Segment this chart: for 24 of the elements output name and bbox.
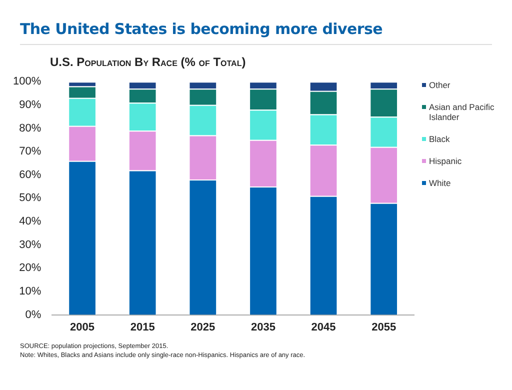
y-tick-label: 20% <box>19 262 42 274</box>
y-tick-label: 60% <box>19 168 42 181</box>
legend-label: Asian and Pacific Islander <box>429 102 496 122</box>
y-tick-label: 80% <box>19 122 42 134</box>
y-tick-label: 40% <box>19 216 42 228</box>
legend-label: Hispanic <box>429 156 462 166</box>
chart-title: The United States is becoming more diverse <box>20 20 382 38</box>
y-tick-label: 10% <box>19 286 42 298</box>
chart-subtitle: U.S. Population By Race (% of Total) <box>50 55 246 69</box>
y-tick-label: 30% <box>19 238 42 251</box>
y-tick-label: 100% <box>12 76 42 88</box>
y-tick-label: 0% <box>25 308 42 321</box>
legend-label: Other <box>429 80 450 90</box>
x-tick-label: 2025 <box>190 321 216 334</box>
x-tick-label: 2045 <box>311 321 336 334</box>
legend-label: Black <box>429 134 450 144</box>
y-tick-label: 90% <box>19 98 42 111</box>
x-tick-label: 2055 <box>372 321 396 334</box>
legend-label: White <box>429 178 451 188</box>
x-tick-label: 2005 <box>70 321 95 334</box>
x-tick-label: 2035 <box>250 321 276 334</box>
x-tick-label: 2015 <box>130 321 155 334</box>
y-tick-label: 50% <box>19 192 42 204</box>
y-tick-label: 70% <box>19 146 42 158</box>
